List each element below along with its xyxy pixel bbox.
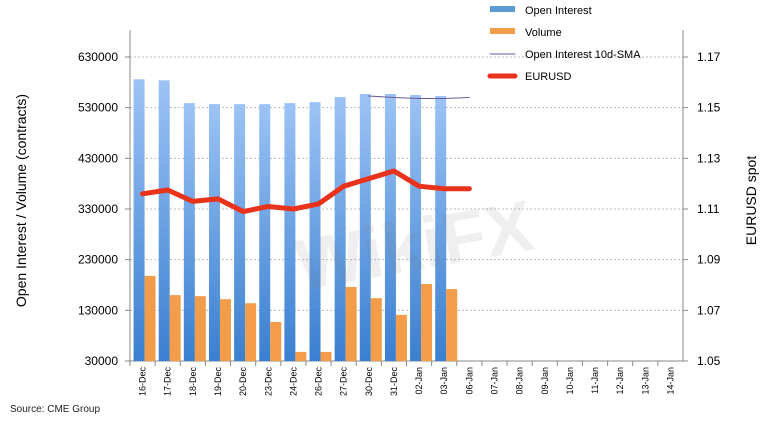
x-tick-label: 08-Jan (515, 367, 525, 395)
volume-bar (194, 296, 206, 361)
y-tick-label: 130000 (78, 303, 118, 317)
y2-tick-label: 1.09 (697, 253, 721, 267)
y2-tick-label: 1.15 (697, 101, 721, 115)
open-interest-bar (284, 103, 296, 362)
open-interest-bar (410, 95, 422, 361)
x-tick-label: 24-Dec (288, 367, 298, 397)
volume-bar (219, 299, 231, 361)
legend-label: Open Interest 10d-SMA (525, 49, 641, 61)
open-interest-bar (158, 80, 170, 361)
x-tick-label: 17-Dec (163, 367, 173, 397)
legend-label: Volume (525, 27, 562, 39)
source-note: Source: CME Group (10, 404, 101, 415)
y-axis-title: Open Interest / Volume (contracts) (13, 94, 29, 307)
volume-bar (446, 289, 458, 361)
volume-bar (295, 351, 307, 361)
x-tick-label: 20-Dec (238, 367, 248, 397)
x-tick-label: 13-Jan (640, 367, 650, 395)
x-tick-label: 09-Jan (540, 367, 550, 395)
y2-tick-label: 1.13 (697, 151, 721, 165)
volume-bar (345, 287, 357, 361)
x-tick-label: 11-Jan (590, 367, 600, 394)
volume-bar (169, 295, 181, 361)
x-tick-label: 27-Dec (339, 367, 349, 397)
open-interest-bar (259, 104, 271, 362)
y-tick-label: 230000 (78, 253, 118, 267)
legend-swatch (490, 6, 515, 12)
volume-bar (421, 283, 433, 361)
x-tick-label: 02-Jan (414, 367, 424, 395)
x-tick-label: 14-Jan (665, 367, 675, 395)
legend-label: EURUSD (525, 71, 572, 83)
x-tick-label: 10-Jan (565, 367, 575, 395)
volume-bar (395, 314, 407, 361)
volume-bar (245, 303, 257, 361)
y-tick-label: 330000 (78, 202, 118, 216)
x-tick-label: 19-Dec (213, 367, 223, 397)
legend-swatch (490, 28, 515, 34)
x-tick-label: 30-Dec (364, 367, 374, 397)
x-tick-label: 23-Dec (263, 367, 273, 397)
y-tick-label: 30000 (85, 354, 119, 368)
open-interest-bar (133, 79, 145, 361)
open-interest-bar (234, 104, 246, 362)
volume-bar (370, 298, 382, 361)
open-interest-bar (334, 97, 346, 361)
y-tick-label: 630000 (78, 50, 118, 64)
x-tick-label: 12-Jan (615, 367, 625, 395)
open-interest-bar (309, 102, 321, 362)
eurusd-line (140, 168, 472, 215)
volume-bar (270, 321, 282, 361)
y2-axis-title: EURUSD spot (743, 156, 759, 246)
open-interest-bar (359, 93, 371, 361)
x-tick-label: 07-Jan (489, 367, 499, 395)
volume-bar (320, 351, 332, 361)
x-tick-label: 03-Jan (439, 367, 449, 395)
x-tick-label: 31-Dec (389, 367, 399, 397)
open-interest-bar (183, 103, 195, 362)
y2-tick-label: 1.17 (697, 50, 721, 64)
y2-tick-label: 1.05 (697, 354, 721, 368)
y-tick-label: 530000 (78, 101, 118, 115)
open-interest-bar (435, 96, 447, 361)
x-tick-label: 18-Dec (188, 367, 198, 397)
sma-line (368, 95, 470, 100)
volume-bar (144, 275, 156, 361)
x-tick-label: 16-Dec (138, 367, 148, 397)
x-tick-label: 26-Dec (314, 367, 324, 397)
y-tick-label: 430000 (78, 151, 118, 165)
y2-tick-label: 1.11 (697, 202, 720, 216)
x-tick-label: 06-Jan (464, 367, 474, 395)
open-interest-bar (384, 93, 396, 361)
y2-tick-label: 1.07 (697, 303, 721, 317)
open-interest-bar (208, 104, 220, 362)
legend-label: Open Interest (525, 5, 592, 17)
